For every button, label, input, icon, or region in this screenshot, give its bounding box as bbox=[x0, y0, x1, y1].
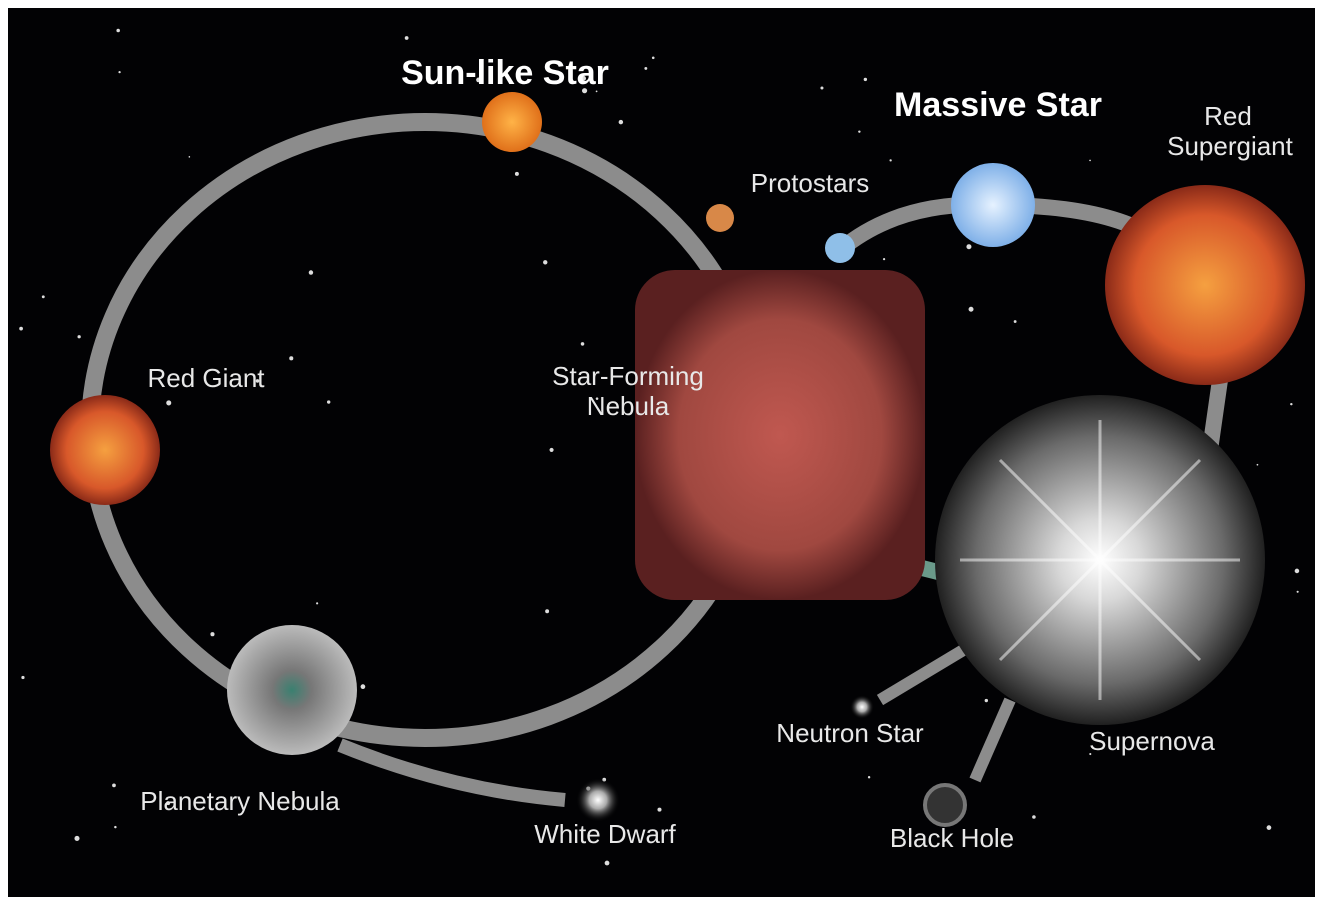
red-giant bbox=[50, 395, 160, 505]
background-star bbox=[543, 260, 547, 264]
background-star bbox=[581, 342, 585, 346]
background-star bbox=[549, 448, 553, 452]
planetary-nebula bbox=[227, 625, 357, 755]
background-star bbox=[619, 120, 623, 124]
label: Star-Forming bbox=[552, 361, 704, 391]
star-forming-nebula bbox=[635, 270, 925, 600]
background-star bbox=[19, 327, 23, 331]
background-star bbox=[515, 172, 519, 176]
background-star bbox=[316, 602, 318, 604]
background-star bbox=[883, 258, 885, 260]
label: Planetary Nebula bbox=[140, 786, 340, 816]
massive-star bbox=[951, 163, 1035, 247]
sun-like-star bbox=[482, 92, 542, 152]
background-star bbox=[1267, 825, 1272, 830]
background-star bbox=[327, 400, 330, 403]
massive-protostar bbox=[825, 233, 855, 263]
background-star bbox=[820, 86, 823, 89]
background-star bbox=[1089, 160, 1091, 162]
background-star bbox=[309, 270, 313, 274]
background-star bbox=[118, 71, 120, 73]
label: Massive Star bbox=[894, 86, 1102, 124]
background-star bbox=[858, 130, 860, 132]
neutron-star bbox=[850, 695, 874, 719]
background-star bbox=[74, 836, 79, 841]
background-star bbox=[1257, 464, 1259, 466]
background-star bbox=[116, 29, 120, 33]
background-star bbox=[966, 244, 971, 249]
background-star bbox=[1295, 569, 1300, 574]
label: Supergiant bbox=[1167, 131, 1294, 161]
background-star bbox=[112, 784, 116, 788]
background-star bbox=[78, 335, 81, 338]
label: Red Giant bbox=[147, 363, 265, 393]
background-star bbox=[210, 632, 214, 636]
background-star bbox=[657, 808, 661, 812]
background-star bbox=[985, 699, 988, 702]
white-dwarf bbox=[576, 778, 620, 822]
label: Neutron Star bbox=[776, 718, 924, 748]
background-star bbox=[1032, 815, 1036, 819]
background-star bbox=[114, 826, 116, 828]
supernova-rays bbox=[960, 420, 1240, 700]
label: Nebula bbox=[587, 391, 670, 421]
label: White Dwarf bbox=[534, 819, 676, 849]
background-star bbox=[289, 356, 293, 360]
background-star bbox=[605, 861, 610, 866]
background-star bbox=[864, 78, 867, 81]
label: Supernova bbox=[1089, 726, 1215, 756]
background-star bbox=[361, 684, 366, 689]
label: Black Hole bbox=[890, 823, 1014, 853]
background-star bbox=[1297, 591, 1299, 593]
black-hole bbox=[925, 785, 965, 825]
background-star bbox=[1014, 320, 1017, 323]
label: Sun-like Star bbox=[401, 54, 609, 92]
background-star bbox=[889, 159, 891, 161]
background-star bbox=[545, 609, 549, 613]
stellar-life-cycle-diagram: Sun-like Star Massive Star Red Supergian… bbox=[0, 0, 1323, 905]
sun-like-protostar bbox=[706, 204, 734, 232]
background-star bbox=[868, 776, 870, 778]
background-star bbox=[652, 56, 655, 59]
background-star bbox=[405, 36, 409, 40]
red-supergiant bbox=[1105, 185, 1305, 385]
background-star bbox=[189, 156, 191, 158]
background-star bbox=[42, 295, 45, 298]
background-star bbox=[644, 67, 647, 70]
background-star bbox=[21, 676, 24, 679]
label: Protostars bbox=[751, 168, 870, 198]
label: Red bbox=[1204, 101, 1252, 131]
background-star bbox=[1290, 403, 1292, 405]
background-star bbox=[166, 400, 171, 405]
background-star bbox=[969, 307, 974, 312]
